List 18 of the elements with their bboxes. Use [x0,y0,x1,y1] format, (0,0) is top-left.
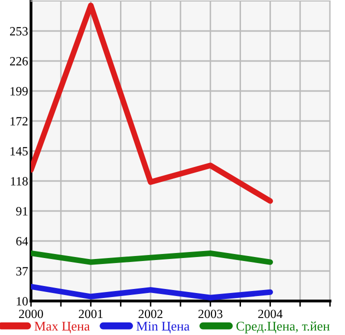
y-tick-label: 199 [10,87,28,96]
y-tick-label: 91 [16,207,28,216]
legend-label: Max Цена [34,322,90,334]
x-tick-label: 2003 [198,310,222,318]
legend-label: Min Цена [136,322,190,334]
y-tick-label: 172 [10,117,28,126]
y-tick-label: 64 [16,237,28,246]
x-tick-label: 2002 [138,310,162,318]
x-tick-label: 2000 [19,310,44,318]
x-tick-label: 2001 [78,310,103,318]
y-tick-label: 226 [10,57,28,66]
x-tick-label: 2004 [258,310,283,318]
y-tick-label: 37 [16,267,28,276]
y-tick-label: 10 [16,297,28,306]
y-tick-label: 145 [10,147,28,156]
y-tick-label: 118 [11,177,28,186]
legend-label: Сред.Цена, т.йен [236,321,330,334]
y-tick-label: 253 [10,27,28,36]
